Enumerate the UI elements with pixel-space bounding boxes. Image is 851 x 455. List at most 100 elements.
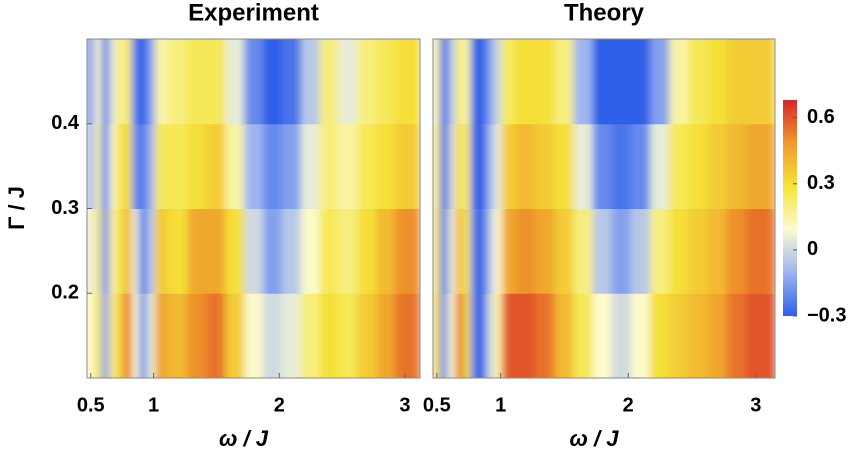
heatmap-cell [281, 208, 302, 294]
heatmap-cell [502, 208, 518, 294]
heatmap-cell [650, 123, 671, 209]
heatmap-cell [357, 123, 378, 209]
heatmap-cell [139, 208, 148, 294]
heatmap-cell [225, 208, 246, 294]
heatmap-cell [338, 208, 359, 294]
heatmap-cell [486, 208, 495, 294]
heatmap-cell [535, 123, 556, 209]
heatmap-cell [502, 123, 518, 209]
colorbar-tick-label: −0.3 [807, 304, 846, 326]
heatmap-cell [611, 208, 632, 294]
y-tick-label: 0.4 [51, 112, 80, 134]
heatmap-cell [516, 292, 537, 378]
heatmap-cell [168, 208, 189, 294]
heatmap-cell [319, 123, 340, 209]
heatmap-cell [87, 292, 96, 378]
heatmap-cell [455, 39, 465, 125]
heatmap-cell [146, 208, 156, 294]
heatmap-cell [535, 292, 556, 378]
heatmap-cell [281, 39, 302, 125]
heatmap-cell [745, 39, 775, 125]
heatmap-cell [357, 292, 378, 378]
heatmap-cells [433, 39, 775, 378]
heatmap-cell [263, 292, 283, 378]
heatmap-cell [440, 39, 449, 125]
heatmap-cell [206, 292, 227, 378]
heatmap-cell [447, 292, 457, 378]
heatmap-cell [592, 39, 613, 125]
heatmap-cell [131, 292, 141, 378]
heatmap-cell [319, 292, 340, 378]
heatmap-cell [433, 39, 442, 125]
heatmap-cell [554, 123, 575, 209]
heatmap-cell [87, 123, 96, 209]
y-tick-label: 0.2 [51, 282, 79, 304]
heatmap-cell [154, 292, 170, 378]
heatmap-cell [502, 39, 518, 125]
heatmap-cell [263, 39, 283, 125]
heatmap-cell [554, 39, 575, 125]
heatmap-cell [433, 123, 442, 209]
heatmap-cell [630, 292, 652, 378]
heatmap-cell [573, 39, 594, 125]
heatmap-cell [707, 208, 728, 294]
heatmap-layer [433, 39, 775, 378]
heatmap-cell [707, 39, 728, 125]
heatmap-cell [154, 39, 170, 125]
heatmap-cell [688, 208, 709, 294]
x-tick-label: 1 [148, 394, 159, 416]
x-tick-label: 2 [274, 394, 285, 416]
heatmap-cell [463, 208, 472, 294]
heatmap-cell [87, 39, 96, 125]
heatmap-cell [263, 123, 283, 209]
heatmap-cell [225, 292, 246, 378]
heatmap-cell [707, 123, 728, 209]
heatmap-cell [168, 39, 189, 125]
heatmap-cell [394, 123, 420, 209]
heatmap-cell [669, 208, 690, 294]
colorbar [783, 100, 797, 316]
heatmap-cell [109, 208, 118, 294]
heatmap-cell [470, 39, 480, 125]
heatmap-cell [154, 208, 170, 294]
heatmap-cell [669, 39, 690, 125]
heatmap-cell [357, 39, 378, 125]
heatmap-cell [139, 292, 148, 378]
heatmap-cell [478, 123, 488, 209]
x-tick-label: 2 [623, 394, 634, 416]
heatmap-cell [300, 292, 321, 378]
heatmap-cell [447, 123, 457, 209]
heatmap-cell [124, 123, 133, 209]
heatmap-cell [109, 39, 118, 125]
x-tick-label: 0.5 [77, 394, 105, 416]
heatmap-cell [94, 208, 103, 294]
heatmap-cell [502, 292, 518, 378]
heatmap-cell [726, 123, 747, 209]
heatmap-cell [131, 123, 141, 209]
heatmap-cell [447, 39, 457, 125]
panel-title: Experiment [188, 0, 319, 26]
heatmap-cell [101, 39, 111, 125]
heatmap-cell [463, 292, 472, 378]
heatmap-cell [376, 208, 396, 294]
heatmap-cell [206, 39, 227, 125]
panel-title: Theory [564, 0, 645, 26]
heatmap-cell [478, 208, 488, 294]
heatmap-cell [516, 39, 537, 125]
heatmap-cell [440, 292, 449, 378]
heatmap-cell [87, 208, 96, 294]
heatmap-cell [688, 292, 709, 378]
heatmap-cell [319, 39, 340, 125]
heatmap-cell [206, 123, 227, 209]
heatmap-cell [263, 208, 283, 294]
heatmap-cell [376, 123, 396, 209]
heatmap-cell [573, 208, 594, 294]
heatmap-cell [707, 292, 728, 378]
heatmap-cell [187, 292, 208, 378]
heatmap-cell [470, 292, 480, 378]
heatmap-cell [225, 123, 246, 209]
heatmap-cell [433, 208, 442, 294]
heatmap-cell [109, 123, 118, 209]
heatmap-cell [101, 292, 111, 378]
heatmap-cell [376, 292, 396, 378]
